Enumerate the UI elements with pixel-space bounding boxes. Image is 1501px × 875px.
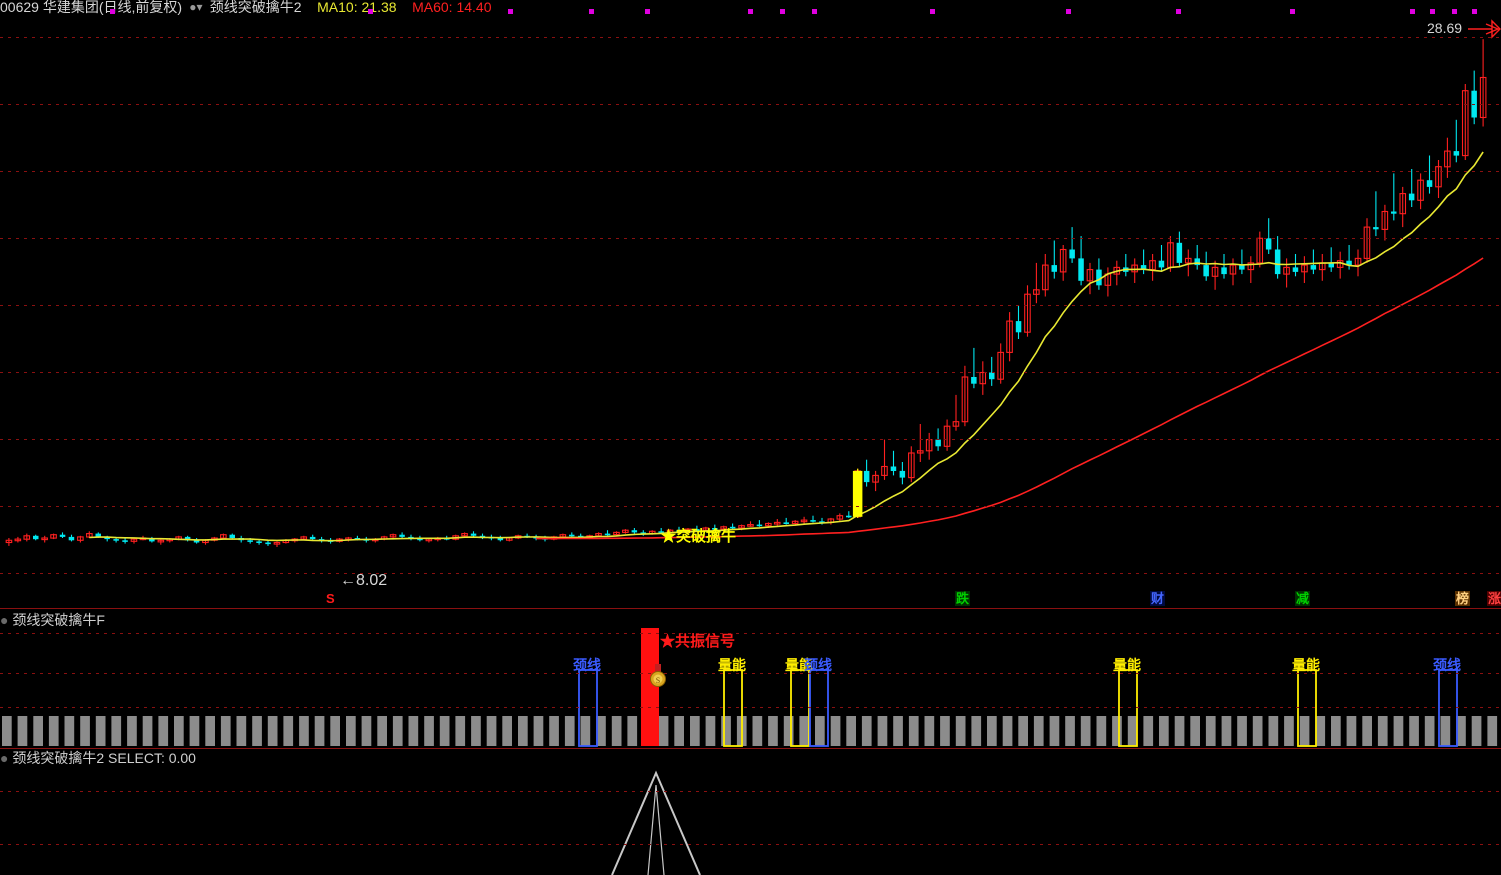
select-spike-series	[611, 770, 701, 875]
price-chart-pane[interactable]	[0, 15, 1501, 603]
chart-tag[interactable]: 跌	[955, 591, 971, 606]
candlestick-series	[5, 39, 1487, 547]
gridline	[0, 844, 1501, 845]
chart-tag[interactable]: S	[326, 591, 335, 606]
signal-bars	[2, 628, 1498, 747]
gridline	[0, 305, 1501, 306]
support-price-label: ←8.02	[340, 572, 388, 589]
select-pane[interactable]	[0, 765, 1501, 875]
chart-tag[interactable]: 涨	[1487, 591, 1501, 606]
pane-divider	[0, 608, 1501, 609]
signal-label: 颈线	[1433, 657, 1461, 673]
select-pane-title[interactable]: ● 颈线突破擒牛2 SELECT: 0.00	[0, 750, 196, 767]
signal-label: 颈线	[573, 657, 601, 673]
signal-label: 量能	[1292, 657, 1320, 673]
gridline	[0, 37, 1501, 38]
top-marker-dots	[110, 9, 1477, 14]
chart-tag[interactable]: 榜	[1455, 591, 1471, 606]
breakout-annotation: ★突破擒牛	[661, 528, 737, 545]
gridline	[0, 573, 1501, 574]
chart-tag[interactable]: 减	[1295, 591, 1311, 606]
chart-tag[interactable]: 财	[1150, 591, 1166, 606]
pane-bullet-icon-2: ●	[0, 750, 9, 766]
signal-label: 量能	[1113, 657, 1141, 673]
stock-name-text: 华建集团	[42, 0, 99, 15]
ma60-value: MA60: 14.40	[412, 0, 492, 15]
indicator-pane[interactable]	[0, 610, 1501, 748]
signal-label: 颈线	[804, 657, 832, 673]
gridline	[0, 238, 1501, 239]
last-price-label: 28.69	[1427, 20, 1463, 36]
period-label: (日线,前复权)	[98, 0, 183, 15]
gridline	[0, 439, 1501, 440]
gridline	[0, 104, 1501, 105]
gridline	[0, 633, 1501, 634]
indicator-name[interactable]: 颈线突破擒牛2	[209, 0, 302, 15]
gridline	[0, 673, 1501, 674]
svg-text:S: S	[656, 676, 660, 685]
signal-label: 量能	[718, 657, 746, 673]
gridline	[0, 506, 1501, 507]
gold-medal-icon: S	[650, 664, 666, 687]
indicator-pane-title[interactable]: ● 颈线突破擒牛F	[0, 612, 105, 629]
price-pointer-arrow	[1468, 19, 1501, 39]
chevron-down-icon[interactable]: ●▾	[185, 0, 206, 14]
pane-bullet-icon: ●	[0, 612, 9, 628]
gridline	[0, 791, 1501, 792]
pane-divider-2	[0, 748, 1501, 749]
resonance-annotation: ★共振信号	[660, 633, 736, 650]
signal-label: 量能	[785, 657, 813, 673]
select-pane-title-text: 颈线突破擒牛2 SELECT: 0.00	[12, 750, 196, 766]
gridline	[0, 372, 1501, 373]
ma10-value: MA10: 21.38	[317, 0, 397, 15]
stock-code: 00629	[0, 0, 39, 15]
indicator-pane-title-text: 颈线突破擒牛F	[12, 612, 105, 628]
gridline	[0, 171, 1501, 172]
chart-header: 00629 华建集团(日线,前复权) ●▾ 颈线突破擒牛2 MA10: 21.3…	[0, 0, 1501, 15]
gridline	[0, 707, 1501, 708]
